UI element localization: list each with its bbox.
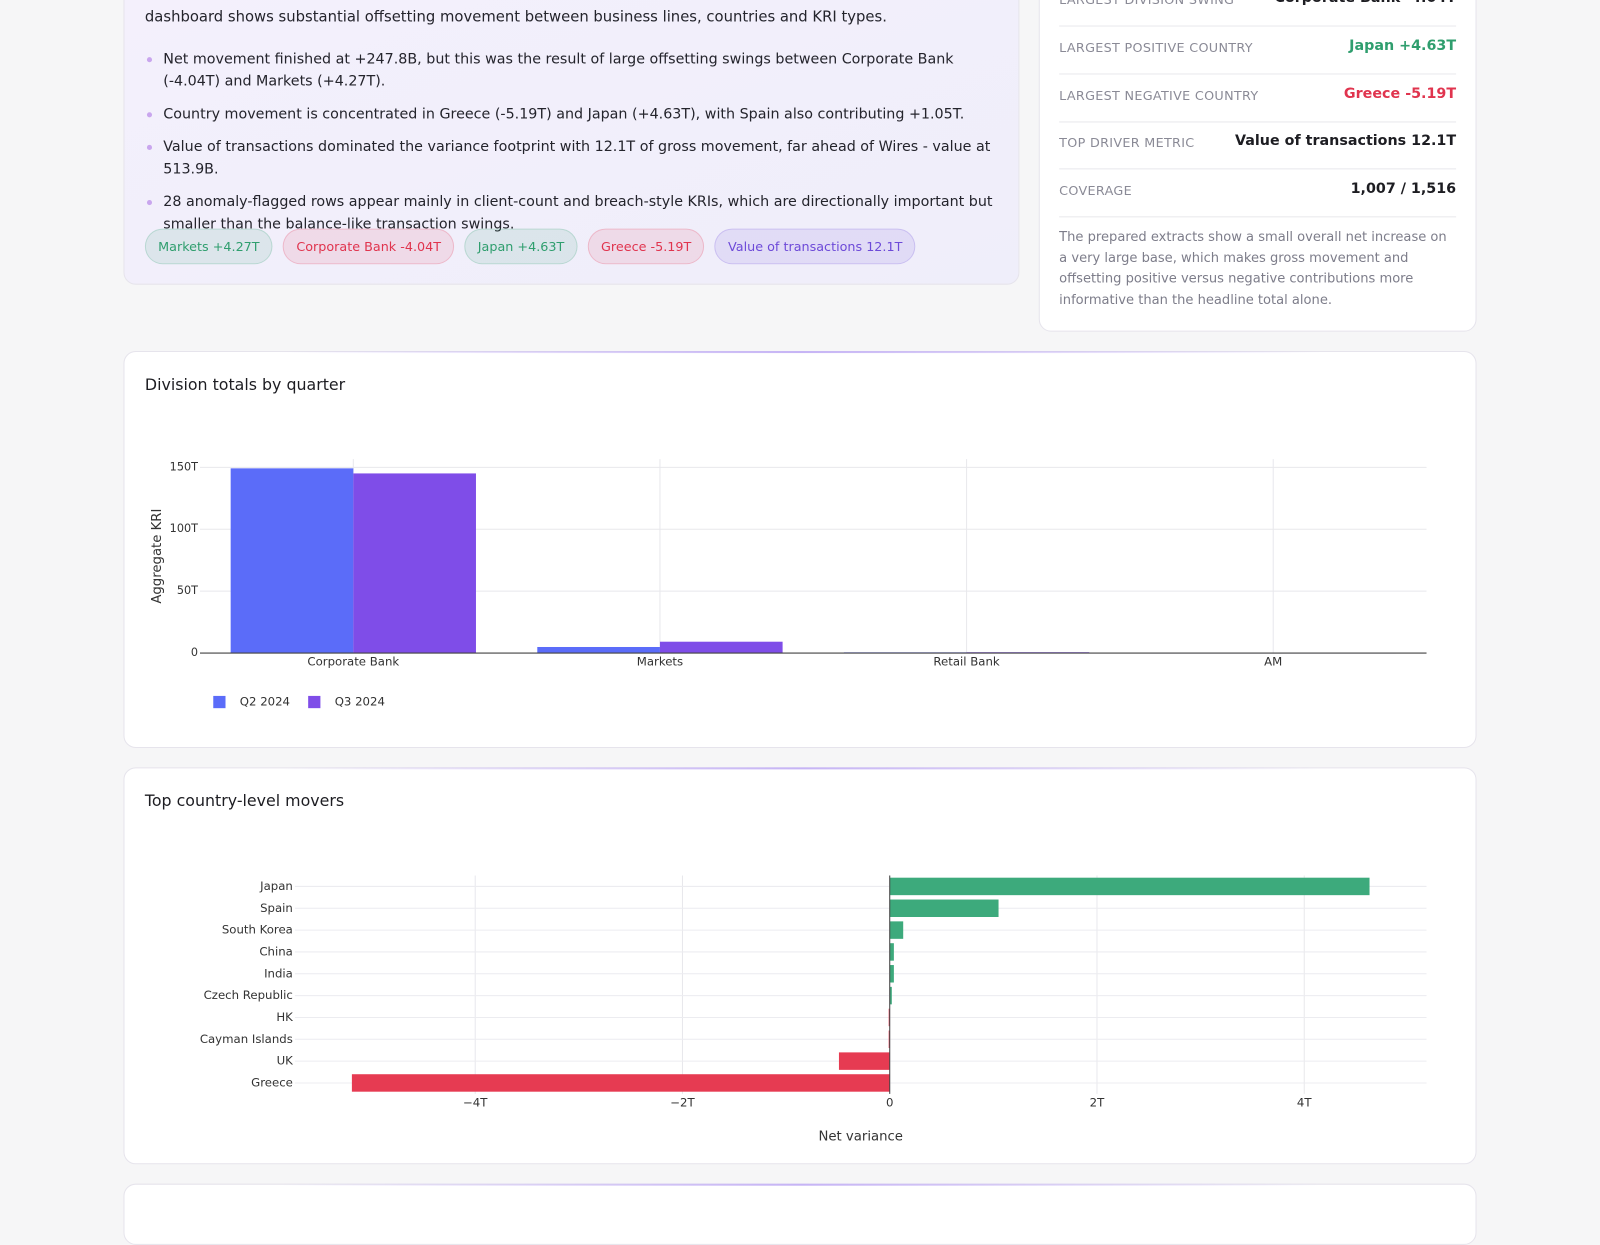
stat-label: LARGEST NEGATIVE COUNTRY xyxy=(1059,87,1259,103)
chart-card: Top country-level movers −4T −2T 0 2T 4T Japa… xyxy=(123,767,1477,1165)
stat-row: LARGEST NEGATIVE COUNTRY Greece -5.19T xyxy=(1059,74,1457,123)
page: dashboard shows substantial offsetting m… xyxy=(123,0,1477,1245)
chart-title: Division totals by quarter xyxy=(144,375,346,394)
stat-value: Japan +4.63T xyxy=(1349,37,1457,54)
stat-value: Greece -5.19T xyxy=(1343,85,1457,102)
y-tick-label: South Korea xyxy=(222,923,293,937)
stat-label: COVERAGE xyxy=(1059,182,1132,199)
chip: Greece -5.19T xyxy=(587,228,705,265)
x-tick-label: Corporate Bank xyxy=(307,655,399,669)
x-tick-label: 2T xyxy=(1090,1096,1105,1110)
y-axis-title: Aggregate KRI xyxy=(150,509,165,604)
y-tick-label: Spain xyxy=(260,901,293,915)
y-tick-label: HK xyxy=(276,1010,293,1024)
legend-label: Q3 2024 xyxy=(335,695,385,709)
stat-row: TOP DRIVER METRIC Value of transactions 1… xyxy=(1059,122,1457,170)
bar xyxy=(889,986,892,1005)
bar xyxy=(889,921,904,939)
stat-row: LARGEST POSITIVE COUNTRY Japan +4.63T xyxy=(1059,26,1457,75)
stat-value: Value of transactions 12.1T xyxy=(1234,133,1457,150)
chip: Markets +4.27T xyxy=(144,228,273,265)
bar xyxy=(888,1008,890,1027)
bullet: Country movement is concentrated in Gree… xyxy=(145,103,1002,125)
bar xyxy=(889,965,894,983)
stat-label: TOP DRIVER METRIC xyxy=(1059,135,1195,151)
bar xyxy=(889,943,894,961)
legend-swatch xyxy=(213,695,226,709)
x-tick-label: −4T xyxy=(463,1096,488,1110)
x-tick-label: 4T xyxy=(1297,1096,1312,1110)
bullet: Value of transactions dominated the vari… xyxy=(145,136,1002,181)
bar xyxy=(838,1052,890,1070)
y-tick-label: 0 xyxy=(191,646,198,659)
stat-value: Corporate Bank -4.04T xyxy=(1274,0,1456,6)
bullet-list: Net movement finished at +247.8B, but th… xyxy=(145,48,1002,246)
bar xyxy=(888,1030,890,1049)
y-tick-label: 50T xyxy=(177,584,198,597)
chip: Corporate Bank -4.04T xyxy=(283,228,455,265)
y-tick-label: China xyxy=(259,944,292,958)
bullet: Net movement finished at +247.8B, but th… xyxy=(145,48,1002,93)
x-tick-label: AM xyxy=(1264,655,1282,669)
chip-row: Markets +4.27T Corporate Bank -4.04T Japan… xyxy=(144,228,916,265)
bar xyxy=(537,646,660,654)
y-tick-label: UK xyxy=(277,1054,294,1068)
y-tick-label: Japan xyxy=(259,879,293,893)
y-tick-label: 100T xyxy=(170,522,198,535)
bar xyxy=(889,877,1370,896)
y-tick-label: Greece xyxy=(251,1075,293,1089)
stat-value: 1,007 / 1,516 xyxy=(1350,180,1457,198)
summary-lead: dashboard shows substantial offsetting m… xyxy=(144,9,887,26)
stats-note: The prepared extracts show a small overa… xyxy=(1059,229,1447,308)
bar xyxy=(353,473,476,654)
bullet: 28 anomaly-flagged rows appear mainly in… xyxy=(145,191,1002,236)
chart-card: Division totals by quarter 0 50T 100T 150T C… xyxy=(123,351,1477,748)
x-tick-label: 0 xyxy=(886,1096,893,1110)
chart-title: Top country-level movers xyxy=(144,791,345,811)
chart: 0 50T 100T 150T Corporate Bank Markets Retail … xyxy=(150,459,1427,709)
stat-row: COVERAGE 1,007 / 1,516 xyxy=(1059,170,1457,218)
summary-card: dashboard shows substantial offsetting m… xyxy=(123,0,1020,285)
bar xyxy=(659,641,783,654)
stat-label: LARGEST POSITIVE COUNTRY xyxy=(1059,39,1253,55)
y-tick-label: 150T xyxy=(170,460,198,473)
x-tick-label: Markets xyxy=(637,655,683,669)
chip: Japan +4.63T xyxy=(464,228,578,265)
stat-row: LARGEST DIVISION SWING Corporate Bank -4.… xyxy=(1059,0,1457,27)
bar xyxy=(351,1074,890,1092)
y-tick-label: Czech Republic xyxy=(204,988,293,1002)
stat-label: LARGEST DIVISION SWING xyxy=(1059,0,1234,7)
y-tick-label: Cayman Islands xyxy=(200,1032,293,1046)
y-tick-label: India xyxy=(264,966,293,980)
legend-label: Q2 2024 xyxy=(240,695,290,709)
chart: −4T −2T 0 2T 4T Japan Spain South Korea China Ind… xyxy=(200,875,1427,1145)
legend-swatch xyxy=(308,695,321,709)
chart-card xyxy=(123,1183,1477,1245)
chip: Value of transactions 12.1T xyxy=(714,228,916,265)
stats-card: LARGEST DIVISION SWING Corporate Bank -4.… xyxy=(1038,0,1477,332)
bar xyxy=(889,899,999,917)
x-tick-label: −2T xyxy=(670,1096,695,1110)
x-tick-label: Retail Bank xyxy=(933,655,999,669)
x-axis-title: Net variance xyxy=(818,1130,903,1145)
bar xyxy=(230,468,354,654)
